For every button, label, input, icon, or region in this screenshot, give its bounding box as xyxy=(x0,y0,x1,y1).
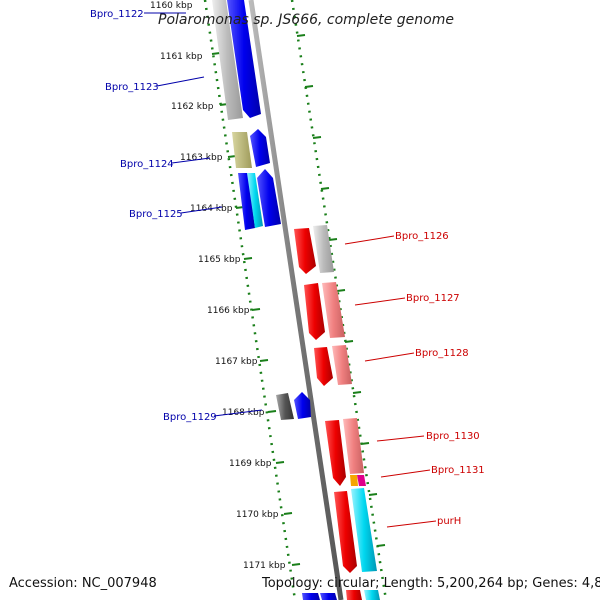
tick-label-1166: 1166 kbp xyxy=(207,306,250,316)
gene-bpro-1123-gray[interactable] xyxy=(212,0,243,120)
gene-bpro-1128-red[interactable] xyxy=(314,347,333,386)
tick-marks-right xyxy=(296,34,386,547)
genome-summary-text: Topology: circular; Length: 5,200,264 bp… xyxy=(261,576,600,591)
gene-label-bpro-1129[interactable]: Bpro_1129 xyxy=(163,412,217,423)
gene-label-bpro-1123[interactable]: Bpro_1123 xyxy=(105,82,159,93)
gene-label-bpro-1127[interactable]: Bpro_1127 xyxy=(406,293,460,304)
gene-label-bpro-1130[interactable]: Bpro_1130 xyxy=(426,431,480,442)
gene-bpro-1129-blue[interactable] xyxy=(294,392,311,419)
gene-bottom-blue[interactable] xyxy=(302,593,320,600)
gene-purh-cyan[interactable] xyxy=(351,488,377,572)
gene-bpro-1128-pink[interactable] xyxy=(332,345,352,385)
right-leader-lines xyxy=(344,235,437,528)
gene-bpro-1125-cyan[interactable] xyxy=(247,173,263,228)
gene-bpro-1124-blue[interactable] xyxy=(250,129,270,167)
gene-bpro-1125-blue[interactable] xyxy=(238,173,255,230)
genome-backbone xyxy=(248,0,344,600)
gene-label-bpro-1126[interactable]: Bpro_1126 xyxy=(395,231,449,242)
gene-bpro-1127-pink[interactable] xyxy=(322,282,345,338)
gene-label-bpro-1125[interactable]: Bpro_1125 xyxy=(129,209,183,220)
tick-label-1170: 1170 kbp xyxy=(236,510,279,520)
tick-label-1171: 1171 kbp xyxy=(243,561,286,571)
tick-label-1165: 1165 kbp xyxy=(198,255,241,265)
gene-label-bpro-1124[interactable]: Bpro_1124 xyxy=(120,159,174,170)
tick-label-1169: 1169 kbp xyxy=(229,459,272,469)
tick-label-1160: 1160 kbp xyxy=(150,1,193,11)
gene-bottom-blue-2[interactable] xyxy=(320,593,337,600)
gene-bpro-1124-olive[interactable] xyxy=(232,132,252,168)
tick-label-1163: 1163 kbp xyxy=(180,153,223,163)
gene-purh-red[interactable] xyxy=(334,491,357,573)
gene-bpro-1130-pink[interactable] xyxy=(343,418,364,474)
tick-label-1167: 1167 kbp xyxy=(215,357,258,367)
gene-bottom-cyan[interactable] xyxy=(364,590,380,600)
gene-bpro-1131-orange[interactable] xyxy=(350,475,358,486)
gene-bpro-1131-magenta[interactable] xyxy=(357,475,366,486)
gene-bpro-1127-red[interactable] xyxy=(304,283,325,340)
map-title: Polaromonas sp. JS666, complete genome xyxy=(158,12,454,28)
gene-bpro-1129-gray[interactable] xyxy=(276,393,294,420)
gene-bottom-red[interactable] xyxy=(346,590,362,600)
gene-label-bpro-1122[interactable]: Bpro_1122 xyxy=(90,9,144,20)
tick-label-1162: 1162 kbp xyxy=(171,102,214,112)
accession-text: Accession: NC_007948 xyxy=(9,576,157,591)
scale-line-left xyxy=(203,0,297,600)
left-leader-lines xyxy=(144,12,263,417)
gene-bpro-1123-blue[interactable] xyxy=(227,0,261,118)
tick-label-1168: 1168 kbp xyxy=(222,408,265,418)
gene-label-bpro-1131[interactable]: Bpro_1131 xyxy=(431,465,485,476)
tick-label-1161: 1161 kbp xyxy=(160,52,203,62)
gene-label-purh[interactable]: purH xyxy=(437,516,461,527)
gene-bpro-1125-blue-2[interactable] xyxy=(257,169,281,227)
gene-bpro-1126-red[interactable] xyxy=(294,228,316,274)
gene-label-bpro-1128[interactable]: Bpro_1128 xyxy=(415,348,469,359)
gene-bpro-1126-gray[interactable] xyxy=(313,225,334,273)
gene-bpro-1130-red[interactable] xyxy=(325,420,346,486)
